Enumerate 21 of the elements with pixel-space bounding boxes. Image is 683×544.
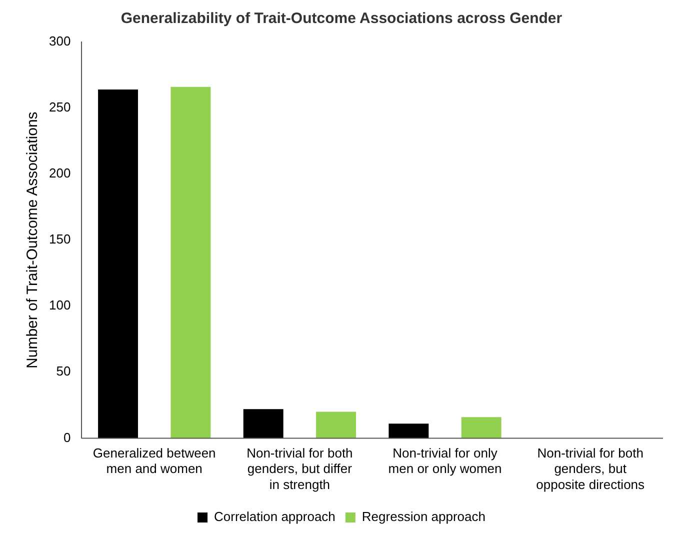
y-tick-label: 150 — [48, 232, 71, 247]
bar — [316, 412, 356, 438]
bar — [388, 424, 429, 438]
y-tick-label: 50 — [56, 364, 71, 379]
y-tick-label: 300 — [48, 34, 71, 49]
x-tick-label: Non-trivial for only men or only women — [388, 446, 502, 476]
y-tick-label: 100 — [48, 298, 71, 313]
y-tick-label: 250 — [48, 100, 71, 115]
y-axis-title: Number of Trait-Outcome Associations — [24, 112, 42, 368]
legend-label: Correlation approach — [214, 509, 336, 524]
y-tick-label: 0 — [63, 430, 71, 445]
bar — [170, 86, 211, 438]
x-tick-label: Non-trivial for both genders, but opposite directions — [536, 446, 646, 492]
bar — [461, 417, 502, 438]
x-tick-label: Generalized between men and women — [92, 446, 216, 476]
y-tick-label: 200 — [48, 166, 71, 181]
legend-label: Regression approach — [362, 509, 486, 524]
x-tick-label: Non-trivial for both genders, but differ in strength — [246, 446, 353, 492]
chart-title: Generalizability of Trait-Outcome Associations across Gender — [120, 10, 562, 28]
bar — [98, 90, 138, 438]
bar — [243, 409, 284, 438]
